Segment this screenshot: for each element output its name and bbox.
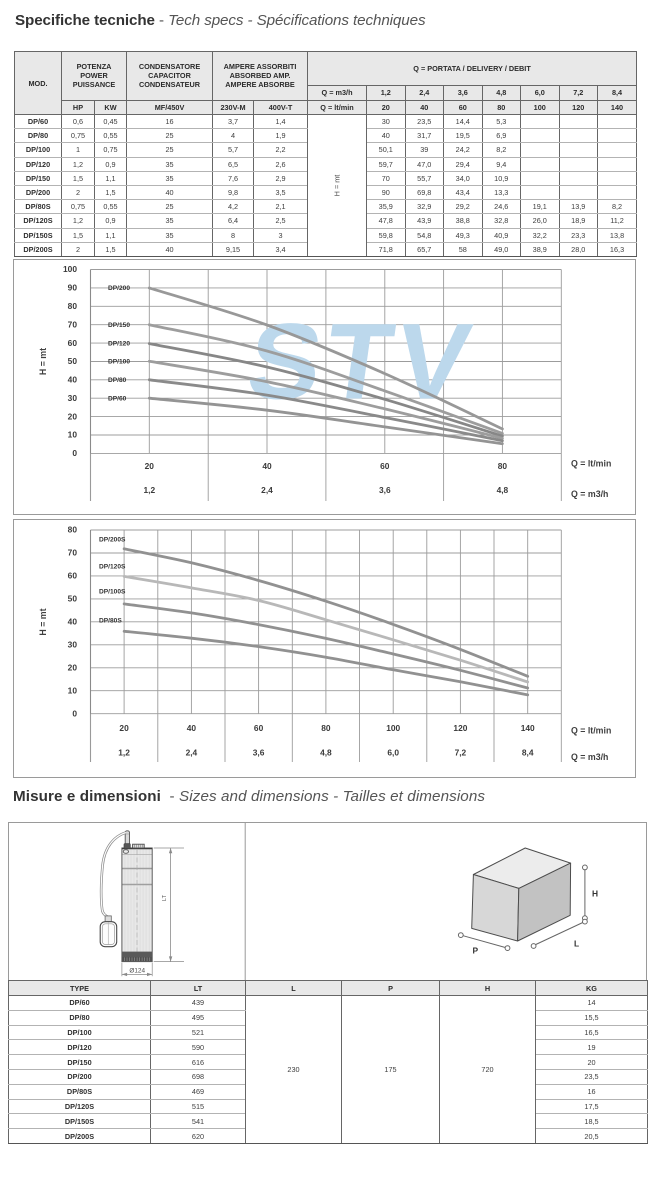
svg-text:1,2: 1,2 [118, 748, 130, 758]
svg-text:70: 70 [68, 319, 78, 329]
svg-text:20: 20 [145, 461, 155, 471]
svg-text:L: L [574, 939, 579, 949]
svg-text:Q = lt/min: Q = lt/min [571, 726, 611, 736]
svg-text:40: 40 [262, 461, 272, 471]
svg-text:100: 100 [63, 264, 77, 274]
svg-text:30: 30 [68, 639, 78, 649]
svg-text:50: 50 [68, 356, 78, 366]
svg-text:DP/120: DP/120 [108, 341, 130, 348]
svg-text:40: 40 [187, 723, 197, 733]
svg-text:40: 40 [68, 616, 78, 626]
svg-text:60: 60 [380, 461, 390, 471]
svg-text:70: 70 [68, 548, 78, 558]
svg-text:1,2: 1,2 [143, 485, 155, 495]
svg-text:H = mt: H = mt [38, 348, 48, 375]
svg-text:4,8: 4,8 [497, 485, 509, 495]
svg-text:6,0: 6,0 [387, 748, 399, 758]
svg-text:50: 50 [68, 594, 78, 604]
svg-text:DP/200: DP/200 [108, 285, 130, 292]
svg-text:100: 100 [386, 723, 400, 733]
svg-text:Q = m3/h: Q = m3/h [571, 752, 608, 762]
svg-text:Q = lt/min: Q = lt/min [571, 459, 611, 469]
svg-text:60: 60 [254, 723, 264, 733]
svg-text:120: 120 [453, 723, 467, 733]
svg-text:3,6: 3,6 [253, 748, 265, 758]
svg-text:DP/80: DP/80 [108, 377, 127, 384]
svg-text:3,6: 3,6 [379, 485, 391, 495]
svg-text:2,4: 2,4 [261, 485, 273, 495]
svg-text:DP/150: DP/150 [108, 322, 130, 329]
svg-text:80: 80 [498, 461, 508, 471]
svg-text:DP/80S: DP/80S [99, 618, 122, 625]
svg-text:Ø124: Ø124 [129, 968, 145, 975]
svg-text:LT: LT [162, 894, 168, 901]
svg-text:DP/100: DP/100 [108, 358, 130, 365]
svg-text:DP/120S: DP/120S [99, 563, 126, 570]
svg-text:30: 30 [68, 393, 78, 403]
svg-text:0: 0 [72, 708, 77, 718]
svg-text:80: 80 [68, 525, 78, 535]
svg-text:20: 20 [119, 723, 129, 733]
svg-text:10: 10 [68, 430, 78, 440]
svg-text:40: 40 [68, 374, 78, 384]
svg-text:H = mt: H = mt [38, 608, 48, 635]
svg-text:0: 0 [72, 448, 77, 458]
svg-text:DP/100S: DP/100S [99, 588, 126, 595]
svg-text:10: 10 [68, 685, 78, 695]
svg-text:90: 90 [68, 283, 78, 293]
svg-text:80: 80 [321, 723, 331, 733]
svg-text:60: 60 [68, 571, 78, 581]
svg-text:60: 60 [68, 338, 78, 348]
svg-text:20: 20 [68, 662, 78, 672]
svg-text:140: 140 [521, 723, 535, 733]
svg-text:2,4: 2,4 [186, 748, 198, 758]
svg-text:4,8: 4,8 [320, 748, 332, 758]
svg-text:8,4: 8,4 [522, 748, 534, 758]
svg-text:80: 80 [68, 301, 78, 311]
svg-text:DP/200S: DP/200S [99, 537, 126, 544]
svg-text:DP/60: DP/60 [108, 395, 127, 402]
svg-text:Q = m3/h: Q = m3/h [571, 489, 608, 499]
svg-text:H: H [592, 889, 598, 899]
svg-text:20: 20 [68, 411, 78, 421]
svg-text:P: P [473, 946, 479, 956]
svg-text:7,2: 7,2 [455, 748, 467, 758]
